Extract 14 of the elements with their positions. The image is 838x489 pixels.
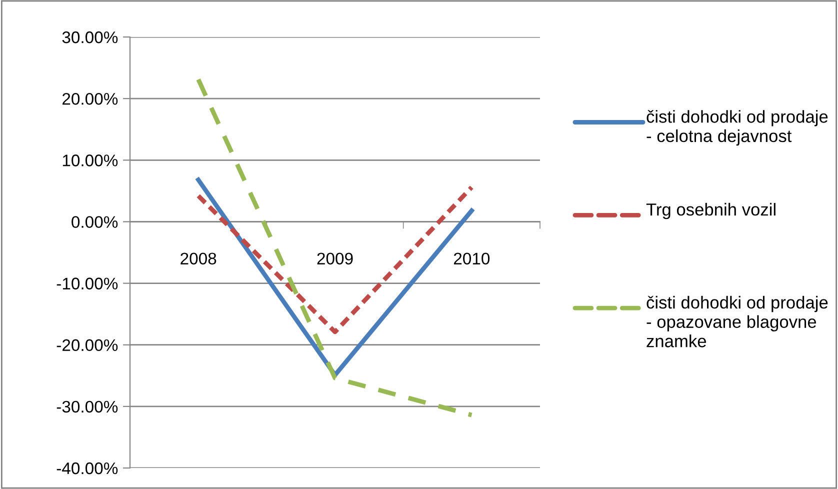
y-tick-label: 30.00% bbox=[62, 31, 118, 44]
legend-label: čisti dohodki od prodaje - celotna dejavnost bbox=[646, 110, 828, 146]
y-tick-label: 20.00% bbox=[62, 92, 118, 105]
y-tick-label: -20.00% bbox=[56, 339, 118, 352]
y-tick-label: 10.00% bbox=[62, 154, 118, 166]
y-tick-label: 0.00% bbox=[72, 216, 118, 228]
y-tick-label: -30.00% bbox=[56, 400, 118, 413]
x-tick-label: 2008 bbox=[180, 252, 216, 265]
x-tick-label: 2010 bbox=[454, 252, 490, 265]
legend-label: čisti dohodki od prodaje - opazovane blagovne znamke bbox=[646, 296, 828, 348]
y-tick-label: -40.00% bbox=[56, 462, 118, 474]
legend-label: Trg osebnih vozil bbox=[646, 202, 776, 220]
y-tick-label: -10.00% bbox=[56, 278, 118, 290]
x-tick-label: 2009 bbox=[317, 252, 353, 265]
